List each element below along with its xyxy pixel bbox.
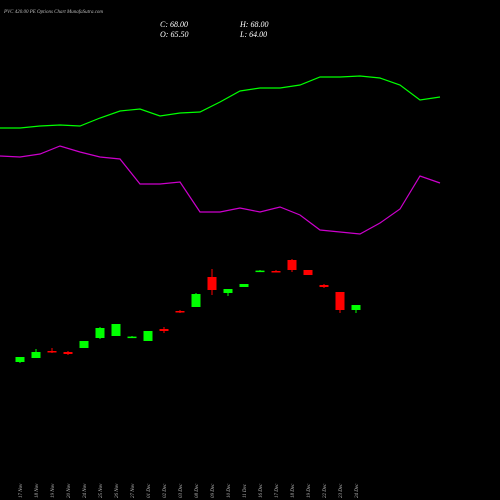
close-label: C: 68.00 [160,20,188,29]
candle-body [239,284,249,287]
candle-body [47,351,57,353]
x-tick-label: 25 Nov [99,483,104,498]
chart-title: PVC 420.00 PE Options Chart MunafaSutra.… [3,10,103,15]
candle-body [255,270,265,273]
candle-body [303,270,313,275]
candle-body [271,271,281,273]
x-tick-label: 18 Dec [291,483,296,498]
indicator-line [0,145,441,235]
x-tick-label: 01 Dec [147,483,152,498]
x-tick-label: 20 Nov [67,483,72,498]
x-tick-label: 18 Nov [35,483,40,498]
candle-body [207,277,217,290]
candle-body [63,352,73,354]
x-tick-label: 24 Nov [83,483,88,498]
x-tick-label: 08 Dec [195,483,200,498]
candle-body [351,305,361,310]
x-tick-label: 11 Dec [243,483,248,498]
x-tick-label: 03 Dec [179,483,184,498]
candle-body [15,357,25,362]
x-tick-label: 17 Dec [275,483,280,498]
candle-body [223,289,233,293]
open-label: O: 65.50 [160,30,188,39]
candle-body [111,324,121,336]
candle-body [159,329,169,331]
x-tick-label: 22 Dec [323,483,328,498]
x-tick-label: 23 Dec [339,483,344,498]
candle-body [95,328,105,338]
candle-body [31,352,41,358]
candle-body [127,336,137,339]
indicator-line [0,75,441,129]
candle-body [319,285,329,287]
x-tick-label: 09 Dec [211,483,216,498]
candle-body [143,331,153,341]
x-tick-label: 24 Dec [355,483,360,498]
candle-body [335,292,345,310]
high-label: H: 68.00 [239,20,268,29]
candle-body [191,294,201,307]
x-tick-label: 19 Nov [51,483,56,498]
candle-body [175,311,185,313]
x-tick-label: 26 Nov [115,483,120,498]
candle-body [287,260,297,270]
x-tick-label: 16 Dec [259,483,264,498]
candle-body [79,341,89,348]
low-label: L: 64.00 [239,30,267,39]
x-tick-label: 27 Nov [131,483,136,498]
x-tick-label: 02 Dec [163,483,168,498]
x-tick-label: 17 Nov [19,483,24,498]
x-tick-label: 19 Dec [307,483,312,498]
x-tick-label: 10 Dec [227,483,232,498]
